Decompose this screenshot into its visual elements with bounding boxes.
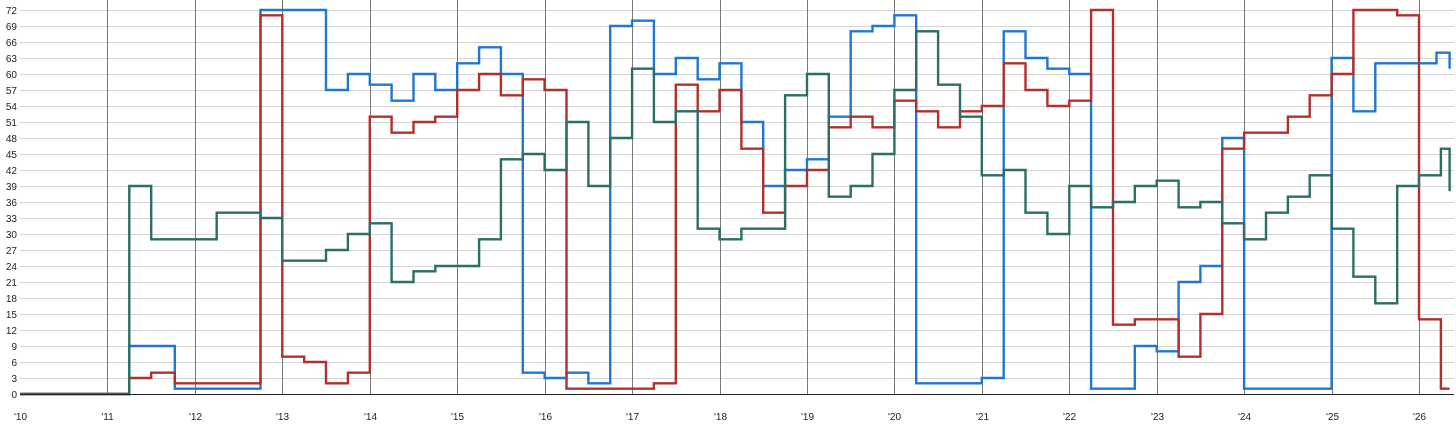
y-tick-label: 54 [6,102,18,113]
series-line-3 [20,30,1451,396]
y-tick-label: 0 [11,390,17,401]
y-tick-label: 12 [6,326,18,337]
y-tick-label: 3 [11,374,17,385]
y-tick-label: 69 [6,22,18,33]
x-tick-label: '22 [1063,412,1076,423]
y-tick-label: 39 [6,182,18,193]
y-tick-labels: 0369121518212427303336394245485154576063… [6,6,18,401]
y-tick-label: 18 [6,294,18,305]
y-tick-label: 66 [6,38,18,49]
x-tick-label: '15 [451,412,464,423]
y-tick-label: 24 [6,262,18,273]
y-tick-label: 72 [6,6,18,17]
x-tick-label: '21 [976,412,989,423]
x-tick-label: '10 [14,412,27,423]
x-tick-label: '14 [364,412,377,423]
y-tick-label: 45 [6,150,18,161]
y-tick-label: 6 [11,358,17,369]
y-tick-label: 60 [6,70,18,81]
x-tick-label: '17 [626,412,639,423]
y-tick-label: 42 [6,166,18,177]
x-tick-label: '25 [1326,412,1339,423]
x-tick-label: '12 [189,412,202,423]
y-tick-label: 21 [6,278,18,289]
x-tick-label: '19 [801,412,814,423]
x-tick-label: '20 [888,412,901,423]
y-tick-label: 30 [6,230,18,241]
x-tick-label: '26 [1413,412,1426,423]
series-lines [20,8,1451,396]
x-tick-label: '11 [101,412,114,423]
x-tick-label: '13 [276,412,289,423]
y-tick-label: 27 [6,246,18,257]
x-tick-label: '16 [539,412,552,423]
x-tick-label: '18 [714,412,727,423]
y-tick-label: 36 [6,198,18,209]
horizontal-gridlines [20,10,1454,379]
y-tick-label: 51 [6,118,18,129]
y-tick-label: 33 [6,214,18,225]
y-tick-label: 48 [6,134,18,145]
y-tick-label: 63 [6,54,18,65]
x-tick-label: '24 [1238,412,1251,423]
series-line-1 [20,8,1451,396]
y-tick-label: 9 [11,342,17,353]
x-tick-label: '23 [1151,412,1164,423]
y-tick-label: 57 [6,86,18,97]
y-tick-label: 15 [6,310,18,321]
x-tick-labels: '10 '11 '12 '13 '14 '15 '16 '17 '18 '19 '20 '21 '22 '… [14,412,1426,423]
series-line-2 [20,8,1450,396]
